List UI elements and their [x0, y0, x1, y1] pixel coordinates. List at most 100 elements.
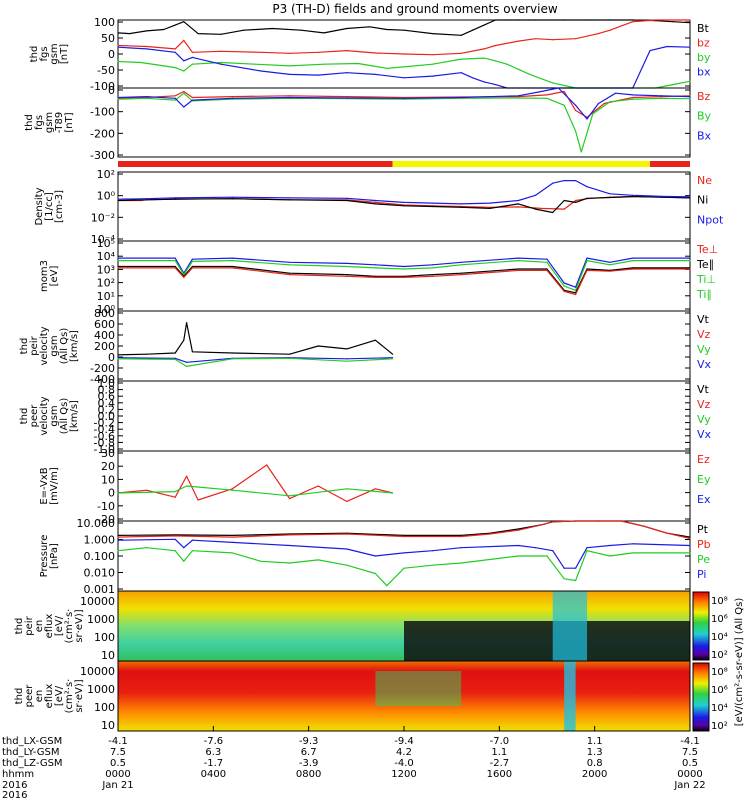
panel-frame-peer_vel: [117, 380, 691, 452]
point-pressure-Pe: [460, 562, 462, 564]
point-pressure-Pb: [460, 535, 462, 538]
ytick-label-exb: -20: [97, 513, 115, 526]
point-fgs_gsm-Bt: [689, 22, 691, 24]
point-fgs_geo-Bz: [575, 109, 577, 112]
point-fgs_geo-Bx: [575, 104, 577, 106]
point-temp-Ti∥: [546, 261, 548, 263]
ytick-label-fgs_geo: -200: [90, 127, 115, 140]
point-peir_vel-Vt: [391, 353, 394, 355]
point-temp-Ti⊥: [546, 258, 548, 260]
point-fgs_gsm-bx: [260, 70, 262, 72]
ylabel-peir_eflux-2: en: [34, 620, 45, 633]
point-pressure-Pi: [231, 541, 233, 543]
point-pressure-Pb: [174, 535, 176, 537]
point-fgs_gsm-bz: [117, 44, 119, 47]
point-fgs_gsm-Bt: [163, 28, 165, 31]
ylabel-exb-0: E=-VxB: [39, 467, 50, 504]
ylabel-peir_vel-4: (All Qs): [59, 328, 70, 365]
ytick-label-fgs_geo: -100: [90, 106, 115, 119]
point-density-Ni: [231, 198, 233, 200]
point-fgs_geo-Bx: [586, 118, 588, 120]
spectrogram-peir_eflux: 10000 1000 100 10 thd peir en eflux [eV/(cm²·s· s…: [14, 590, 691, 662]
point-fgs_gsm-bz: [575, 38, 577, 40]
point-pressure-Pi: [183, 547, 185, 549]
point-pressure-Pe: [146, 547, 148, 549]
point-density-Ni: [563, 199, 565, 202]
legend-pressure-0: Pt: [697, 523, 709, 536]
point-fgs_gsm-bx: [689, 46, 691, 48]
point-fgs_gsm-bx: [289, 73, 291, 75]
point-fgs_gsm-Bt: [183, 21, 185, 23]
point-fgs_geo-By: [517, 97, 520, 99]
legend-temp-0: Te⊥: [696, 243, 718, 256]
point-density-Npot: [432, 202, 434, 204]
xtick-label-3-2: -4.0: [394, 758, 414, 769]
point-pressure-Pi: [609, 544, 611, 547]
ylabel-peer_eflux-5: (cm²·s·: [64, 679, 75, 714]
point-temp-Ti⊥: [289, 261, 291, 263]
point-fgs_geo-By: [592, 113, 594, 115]
mode-bar: [118, 161, 690, 167]
point-fgs_gsm-bz: [403, 53, 405, 55]
point-density-Ni: [552, 211, 554, 214]
point-density-Npot: [575, 180, 577, 182]
panel-density: 10² 10⁰ 10⁻² 10⁻⁴ Density [1/cc] [cm-3] Ne Ni Npo…: [34, 168, 724, 246]
point-temp-Te⊥: [231, 267, 233, 269]
point-temp-Te∥: [231, 265, 233, 268]
point-exb-Ey: [346, 488, 348, 490]
ylabel-density-0: Density: [34, 187, 45, 225]
point-peir_vel-Vy: [186, 365, 188, 368]
point-temp-Ti∥: [609, 264, 611, 266]
ylabel-fgs_geo-4: [nT]: [64, 112, 75, 132]
spectrogram-peer_eflux: 10000 1000 100 10 thd peer en eflux [eV/(cm²·s· s…: [14, 660, 691, 732]
xtick-label-2-1: 6.7: [301, 747, 317, 758]
point-pressure-Pb: [643, 525, 645, 527]
point-fgs_gsm-by: [163, 65, 165, 67]
ytick-label-peir_eflux: 100: [94, 631, 115, 644]
ytick-label-density: 10²: [97, 168, 115, 181]
point-fgs_gsm-by: [140, 61, 142, 64]
point-pressure-Pt: [403, 534, 405, 537]
point-temp-Te∥: [689, 267, 691, 269]
legend-temp-2: Ti⊥: [696, 273, 716, 286]
series-peir_vel-Vt: [117, 322, 393, 356]
point-pressure-Pb: [489, 533, 491, 535]
point-density-Ni: [689, 197, 691, 199]
xtick-label-0-1: 7.5: [110, 747, 126, 758]
ytick-label-fgs_gsm: -100: [90, 80, 115, 93]
ytick-label-pressure: 0.100: [84, 550, 116, 563]
ylabel-fgs_geo-3: -T89: [54, 112, 65, 134]
ylabel-peer_vel-5: [km/s]: [69, 400, 80, 432]
xtick-label-6-4: Jan 22: [673, 780, 705, 791]
legend-fgs_gsm-3: bx: [697, 66, 711, 79]
point-temp-Te⊥: [346, 275, 348, 277]
ylabel-fgs_geo-1: fgs: [34, 115, 45, 130]
ytick-label-exb: 0: [108, 487, 115, 500]
point-fgs_gsm-Bt: [220, 33, 222, 35]
point-exb-Ey: [231, 489, 233, 491]
point-temp-Ti∥: [117, 259, 119, 262]
point-fgs_geo-Bz: [231, 96, 233, 98]
point-temp-Ti∥: [174, 259, 176, 262]
point-fgs_gsm-bz: [534, 38, 537, 40]
ytick-label-peer_vel: 0.2: [98, 403, 116, 416]
point-temp-Te∥: [191, 265, 193, 268]
ylabel-fgs_gsm-3: [nT]: [59, 44, 70, 64]
colorbar-tick-1-1: 10⁶: [711, 685, 728, 696]
point-density-Ni: [586, 197, 588, 199]
ytick-label-temp: 10⁵: [97, 237, 115, 250]
point-temp-Te⊥: [689, 268, 691, 270]
ytick-label-fgs_gsm: 50: [101, 32, 115, 45]
point-exb-Ez: [174, 496, 176, 498]
point-fgs_gsm-bx: [191, 56, 193, 59]
ytick-label-peer_vel: -1.0: [94, 443, 115, 456]
point-fgs_gsm-bx: [460, 72, 462, 74]
point-pressure-Pi: [586, 547, 588, 549]
point-fgs_gsm-Bt: [403, 29, 405, 31]
point-density-Ne: [374, 201, 376, 203]
point-fgs_gsm-by: [323, 63, 325, 65]
point-density-Ni: [146, 199, 148, 201]
xtick-label-6-3: 0000: [677, 769, 702, 780]
point-peir_vel-Vt: [183, 339, 185, 341]
ytick-label-peer_vel: 0.6: [98, 390, 116, 403]
